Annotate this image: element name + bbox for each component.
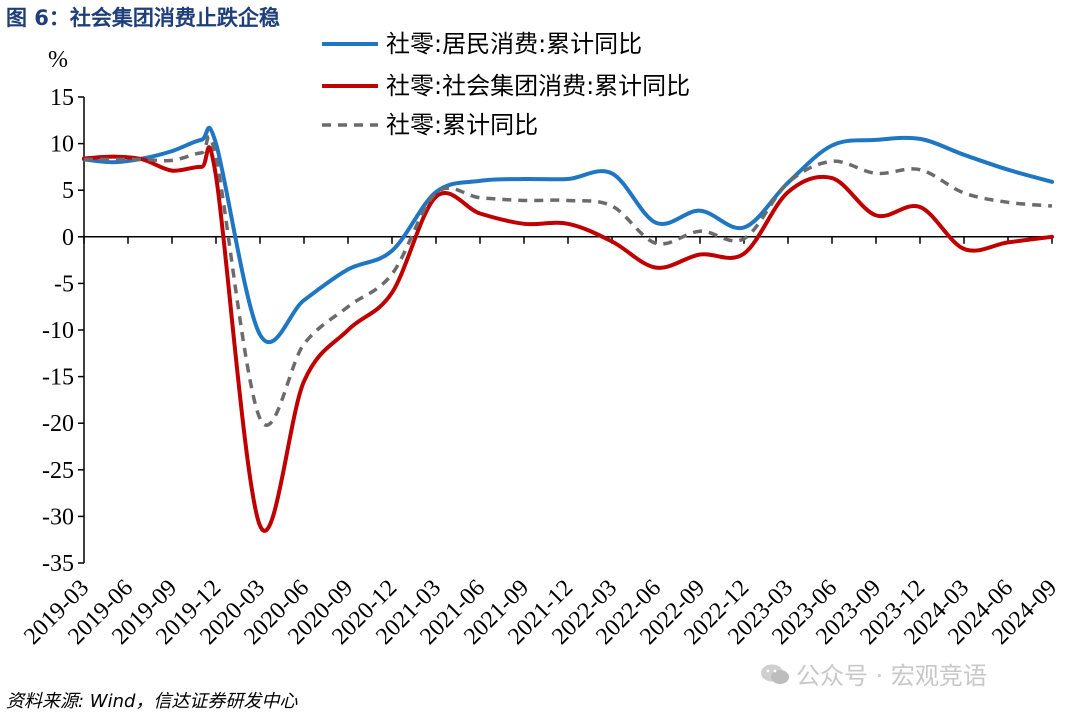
- y-tick-label: 15: [50, 85, 74, 111]
- y-tick-label: -35: [42, 551, 74, 577]
- y-tick-label: -20: [42, 411, 74, 437]
- legend-label-1: 社零:居民消费:累计同比: [386, 30, 642, 58]
- y-tick-label: -5: [54, 271, 74, 297]
- legend-label-2: 社零:社会集团消费:累计同比: [386, 72, 690, 100]
- watermark: 公众号 · 宏观竞语: [760, 656, 987, 691]
- figure-source: 资料来源: Wind，信达证券研发中心: [6, 691, 298, 712]
- legend-label-3: 社零:累计同比: [386, 111, 538, 139]
- y-tick-label: -15: [42, 365, 74, 391]
- series-line-2: [82, 145, 1054, 533]
- y-axis-unit-label: %: [48, 47, 68, 73]
- figure-title: 图 6：社会集团消费止跌企稳: [6, 6, 280, 30]
- y-tick-label: -25: [42, 458, 74, 484]
- y-tick-label: -10: [42, 318, 74, 344]
- series-line-1: [82, 125, 1054, 345]
- y-tick-label: 10: [50, 132, 74, 158]
- y-tick-label: -30: [42, 504, 74, 530]
- series-layer: [82, 125, 1054, 533]
- wechat-icon: [761, 664, 789, 684]
- watermark-text: 公众号 · 宏观竞语: [796, 662, 987, 690]
- y-tick-label: 0: [62, 225, 74, 251]
- y-tick-label: 5: [62, 178, 74, 204]
